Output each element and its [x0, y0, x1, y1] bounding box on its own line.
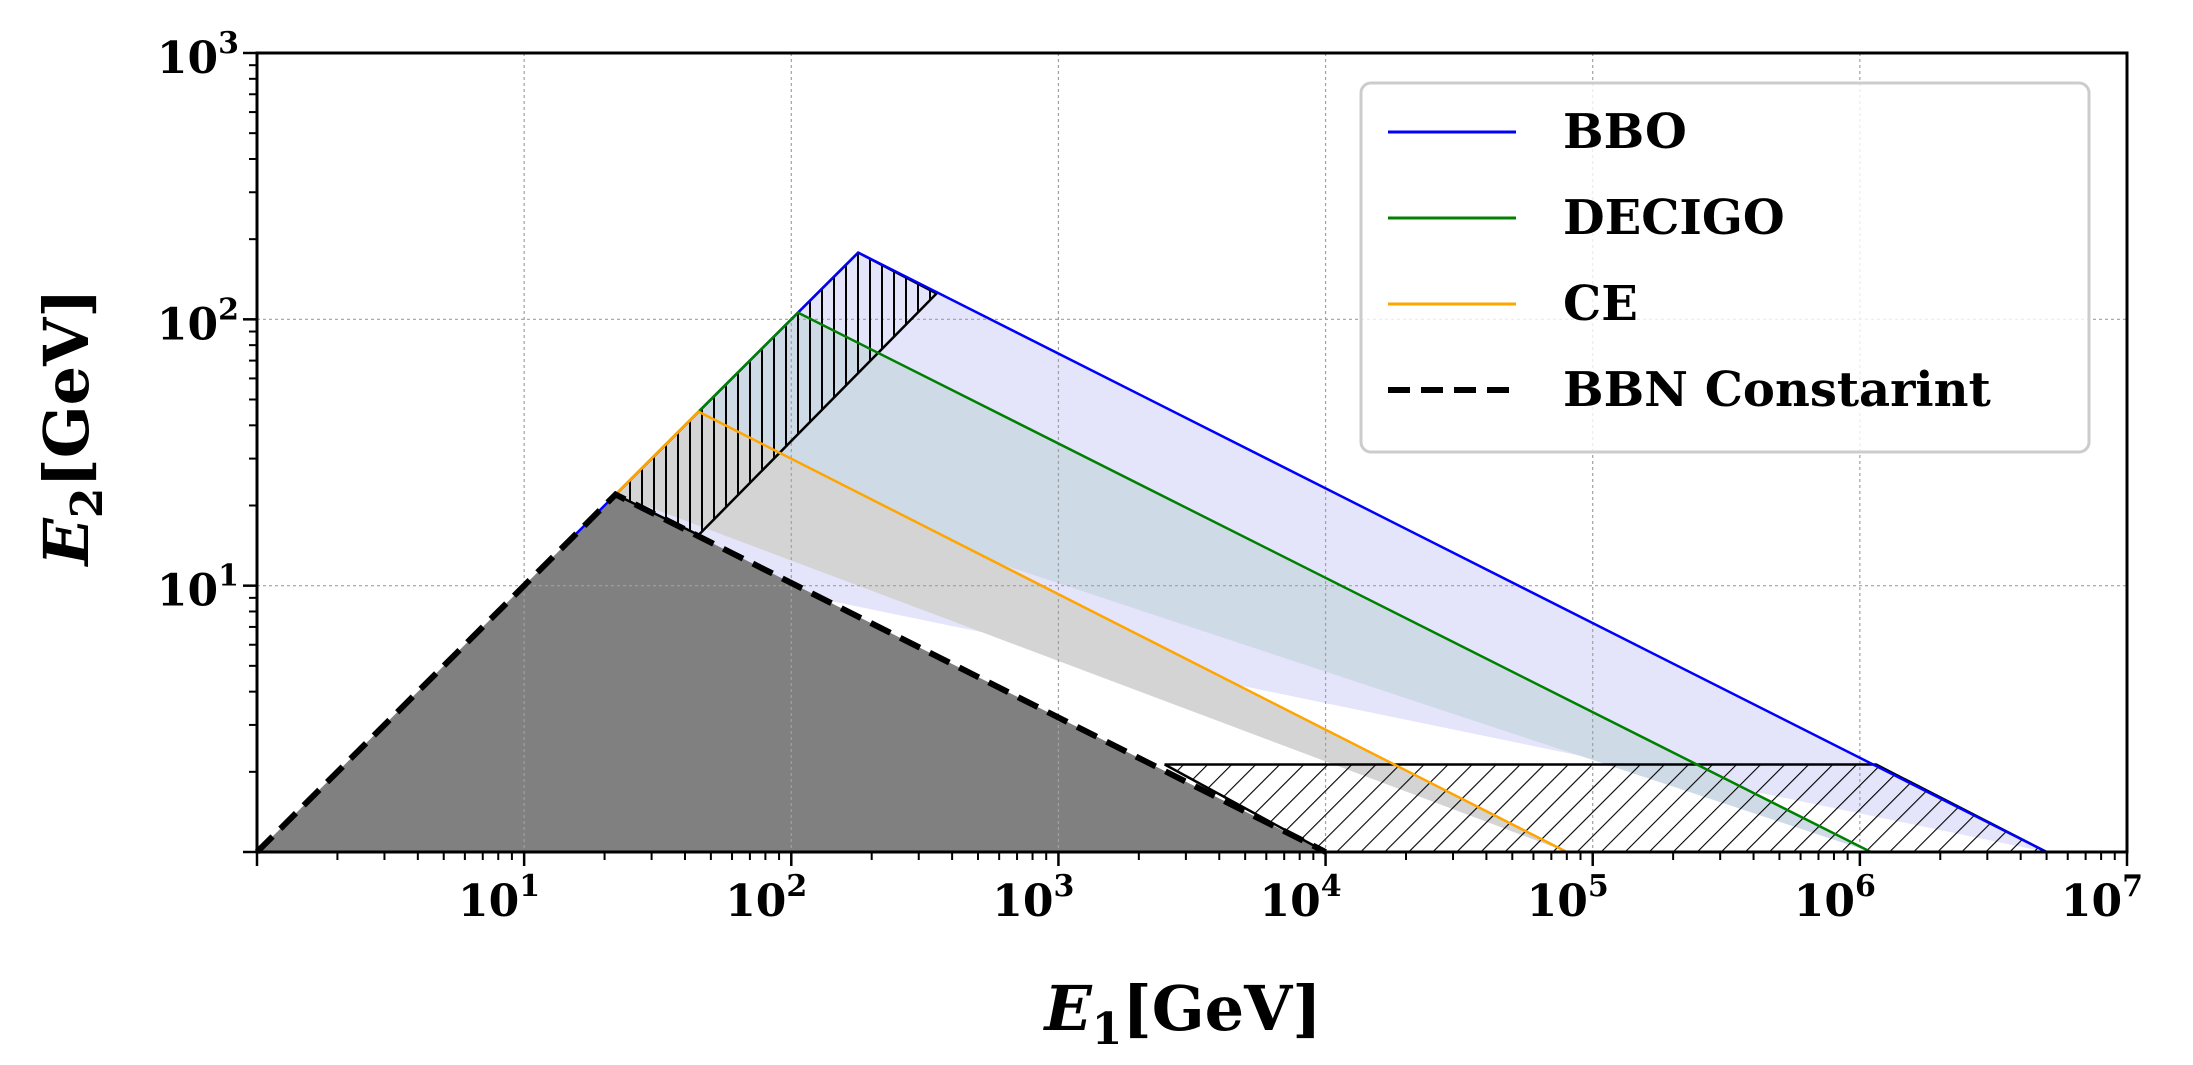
series-lines: [254, 251, 2048, 855]
x-tick-label: 107: [2061, 869, 2143, 927]
legend-label-ce: CE: [1563, 276, 1638, 332]
x-tick-labels: 101 102 103 104 105 106 107: [458, 869, 2143, 927]
y-tick-labels: 101 102 103: [157, 26, 239, 617]
x-tick-label: 103: [992, 869, 1074, 927]
y-axis-title: E2[GeV]: [30, 288, 113, 567]
x-axis-title: E1[GeV]: [1042, 972, 1321, 1055]
series-line-decigo: [658, 311, 1872, 854]
axes: [243, 51, 2129, 866]
x-tick-label: 102: [725, 869, 807, 927]
legend-label-bbn: BBN Constarint: [1563, 362, 1991, 418]
legend-label-bbo: BBO: [1563, 104, 1687, 160]
y-tick-label: 103: [157, 26, 239, 84]
x-tick-label: 106: [1794, 869, 1876, 927]
y-tick-label: 101: [157, 559, 239, 617]
legend-label-decigo: DECIGO: [1563, 190, 1785, 246]
fill-region-ce: [615, 411, 1567, 852]
legend-box: [1359, 81, 2091, 454]
series-line-ce: [614, 410, 1568, 854]
legend: BBO DECIGO CE BBN Constarint: [1359, 81, 2091, 454]
x-tick-label: 105: [1527, 869, 1609, 927]
series-line-bbn-constarint: [254, 490, 1327, 855]
fill-region-decigo: [659, 312, 1871, 853]
plot-frame: [255, 51, 2129, 854]
x-tick-label: 101: [458, 869, 540, 927]
x-tick-label: 104: [1259, 869, 1341, 927]
y-tick-label: 102: [157, 292, 239, 350]
